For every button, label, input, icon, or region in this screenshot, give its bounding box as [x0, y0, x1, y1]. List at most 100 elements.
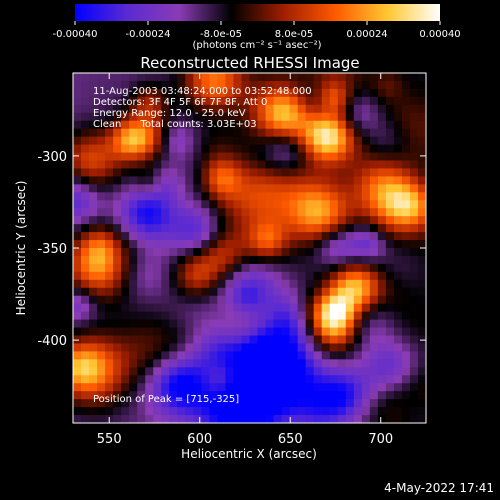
heatmap-cell [345, 232, 355, 241]
heatmap-cell [233, 311, 243, 321]
heatmap-cell [81, 136, 90, 146]
heatmap-cell [281, 255, 291, 265]
heatmap-cell [185, 263, 194, 273]
heatmap-cell [145, 208, 154, 217]
heatmap-cell [313, 176, 323, 185]
heatmap-cell [153, 80, 162, 90]
heatmap-cell [417, 144, 426, 154]
heatmap-cell [345, 176, 355, 185]
heatmap-cell [313, 319, 323, 329]
heatmap-cell [281, 200, 291, 209]
heatmap-cell [313, 200, 323, 209]
heatmap-cell [201, 208, 210, 217]
heatmap-cell [305, 248, 315, 257]
heatmap-cell [185, 240, 194, 249]
heatmap-cell [161, 279, 170, 289]
heatmap-cell [281, 152, 291, 162]
heatmap-cell [233, 232, 243, 241]
heatmap-cell [177, 144, 186, 154]
heatmap-cell [401, 120, 411, 130]
heatmap-cell [121, 383, 130, 392]
heatmap-cell [393, 88, 403, 98]
heatmap-cell [129, 96, 138, 106]
heatmap-cell [185, 176, 194, 185]
heatmap-cell [329, 208, 339, 217]
heatmap-cell [233, 343, 243, 352]
heatmap-cell [353, 399, 363, 408]
heatmap-cell [241, 399, 251, 408]
heatmap-cell [273, 184, 283, 193]
heatmap-cell [297, 415, 307, 423]
heatmap-cell [313, 104, 323, 114]
heatmap-cell [265, 192, 275, 201]
heatmap-cell [209, 120, 219, 130]
heatmap-cell [265, 112, 275, 122]
heatmap-cell [265, 271, 275, 281]
heatmap-cell [305, 176, 315, 185]
heatmap-cell [73, 399, 82, 408]
heatmap-cell [129, 224, 138, 233]
heatmap-cell [169, 224, 178, 233]
heatmap-cell [257, 407, 267, 416]
heatmap-cell [249, 232, 259, 241]
heatmap-cell [257, 200, 267, 209]
heatmap-cell [401, 80, 411, 90]
heatmap-cell [249, 112, 259, 122]
heatmap-cell [385, 176, 395, 185]
heatmap-cell [265, 136, 275, 146]
timestamp: 4-May-2022 17:41 [384, 481, 494, 495]
heatmap-cell [393, 232, 403, 241]
heatmap-cell [233, 375, 243, 384]
heatmap-cell [137, 192, 146, 201]
heatmap-cell [225, 287, 235, 297]
heatmap-cell [321, 160, 331, 170]
heatmap-cell [409, 144, 419, 154]
heatmap-cell [313, 80, 323, 90]
heatmap-cell [241, 248, 251, 257]
heatmap-cell [369, 391, 379, 400]
heatmap-cell [217, 160, 227, 170]
heatmap-cell [265, 88, 275, 98]
heatmap-cell [161, 208, 170, 217]
heatmap-cell [137, 327, 146, 337]
heatmap-cell [233, 335, 243, 345]
heatmap-cell [321, 216, 331, 225]
heatmap-cell [177, 224, 186, 233]
heatmap-cell [105, 295, 114, 305]
heatmap-cell [297, 160, 307, 170]
heatmap-cell [129, 263, 138, 273]
heatmap-cell [225, 359, 235, 368]
heatmap-cell [113, 160, 122, 170]
heatmap-cell [193, 216, 202, 225]
heatmap-cell [217, 88, 227, 98]
heatmap-cell [249, 343, 259, 352]
heatmap-cell [337, 88, 347, 98]
heatmap-cell [417, 407, 426, 416]
heatmap-cell [289, 80, 299, 90]
heatmap-cell [345, 287, 355, 297]
heatmap-cell [281, 224, 291, 233]
heatmap-cell [209, 279, 219, 289]
colorbar-tick-label: -0.00040 [53, 29, 98, 40]
heatmap-cell [241, 224, 251, 233]
heatmap-cell [129, 168, 138, 177]
heatmap-cell [153, 255, 162, 265]
heatmap-cell [249, 192, 259, 201]
heatmap-cell [417, 375, 426, 384]
heatmap-cell [305, 263, 315, 273]
heatmap-cell [273, 263, 283, 273]
heatmap-cell [265, 375, 275, 384]
heatmap-cell [265, 216, 275, 225]
heatmap-cell [185, 303, 194, 313]
heatmap-cell [81, 232, 90, 241]
heatmap-cell [265, 208, 275, 217]
heatmap-cell [401, 176, 411, 185]
heatmap-cell [201, 351, 210, 360]
heatmap-cell [105, 208, 114, 217]
heatmap-cell [289, 232, 299, 241]
heatmap-cell [177, 367, 186, 376]
heatmap-cell [233, 80, 243, 90]
heatmap-cell [281, 303, 291, 313]
heatmap-cell [185, 343, 194, 352]
heatmap-cell [377, 415, 387, 423]
